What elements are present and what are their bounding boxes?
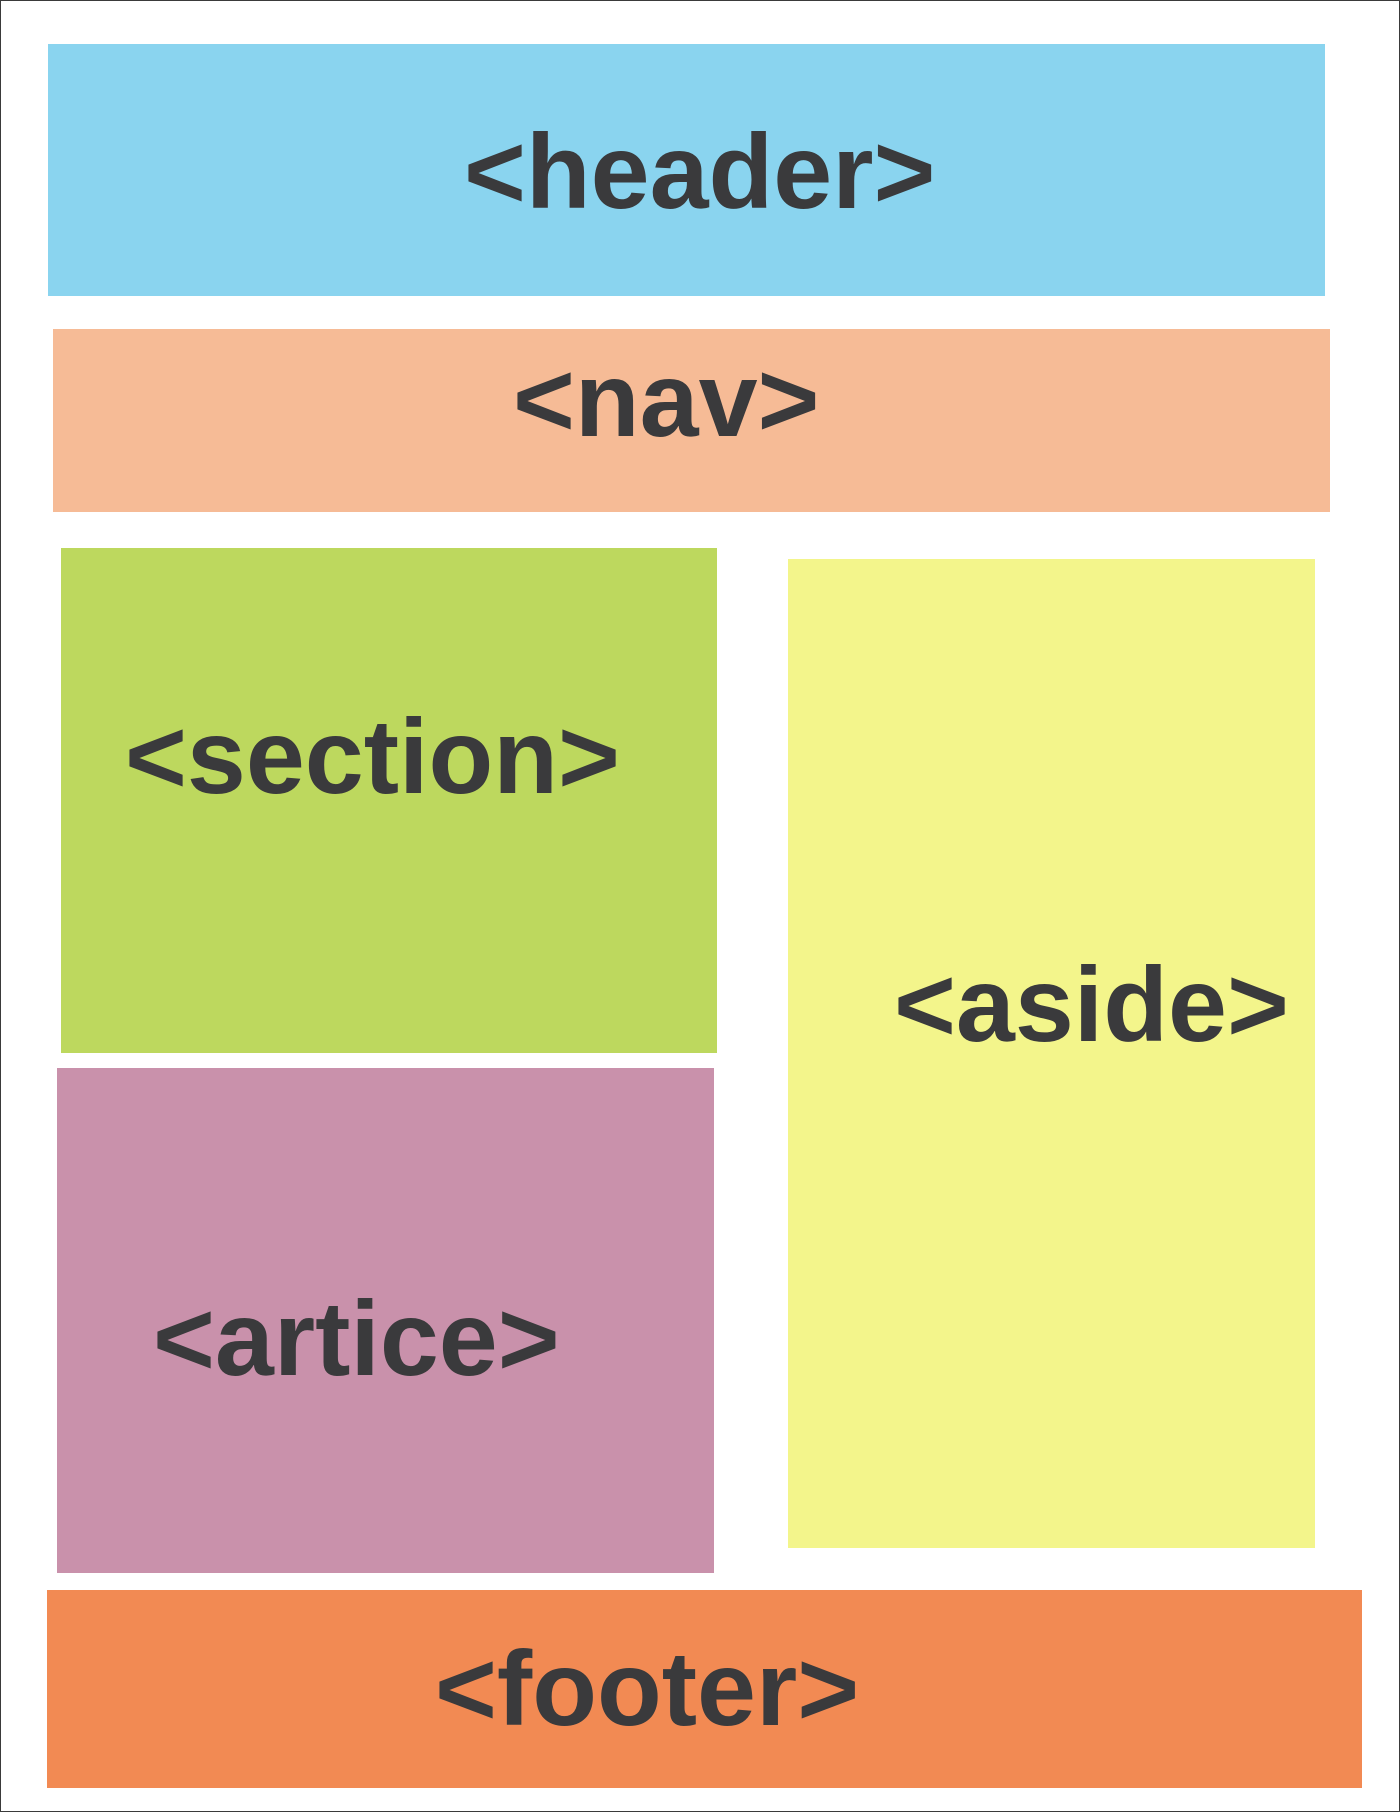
- aside-block: <aside>: [788, 559, 1315, 1548]
- header-label: <header>: [464, 113, 936, 231]
- footer-label: <footer>: [435, 1630, 860, 1748]
- article-label: <artice>: [153, 1280, 560, 1398]
- nav-label: <nav>: [513, 341, 820, 459]
- article-block: <artice>: [57, 1068, 714, 1573]
- footer-block: <footer>: [47, 1590, 1362, 1788]
- aside-label: <aside>: [894, 946, 1289, 1064]
- header-block: <header>: [48, 44, 1325, 296]
- section-label: <section>: [125, 698, 620, 816]
- nav-block: <nav>: [53, 329, 1330, 512]
- section-block: <section>: [61, 548, 717, 1053]
